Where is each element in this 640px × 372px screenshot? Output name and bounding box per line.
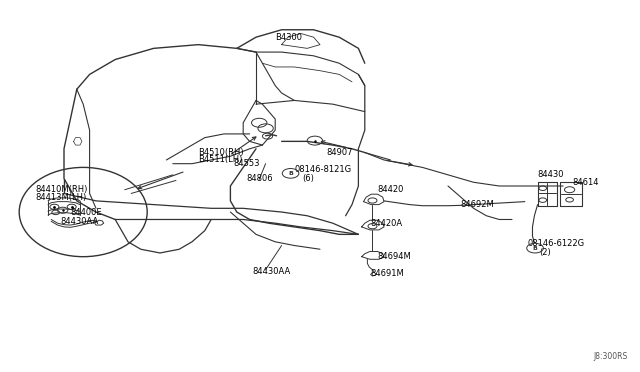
Text: 84614: 84614	[573, 178, 599, 187]
Text: 08146-8121G: 08146-8121G	[294, 165, 351, 174]
Text: B4510(RH): B4510(RH)	[198, 148, 244, 157]
Text: 84420: 84420	[378, 185, 404, 194]
Text: 84410M(RH): 84410M(RH)	[35, 185, 88, 194]
Text: 84400E: 84400E	[70, 208, 102, 217]
Text: (2): (2)	[540, 248, 551, 257]
Text: 84692M: 84692M	[461, 200, 495, 209]
Text: 08146-6122G: 08146-6122G	[528, 239, 585, 248]
Text: B4511(LH): B4511(LH)	[198, 155, 243, 164]
Text: 84430AA: 84430AA	[61, 217, 99, 226]
Text: B4300: B4300	[275, 33, 302, 42]
Text: 84430AA: 84430AA	[253, 267, 291, 276]
Text: 84691M: 84691M	[370, 269, 404, 278]
Text: 84413M(LH): 84413M(LH)	[35, 193, 86, 202]
Text: 84553: 84553	[234, 159, 260, 168]
Text: 84420A: 84420A	[370, 219, 402, 228]
Text: B: B	[532, 246, 538, 251]
Text: 84907: 84907	[326, 148, 353, 157]
Text: B: B	[288, 171, 293, 176]
Text: 84806: 84806	[246, 174, 273, 183]
Text: (6): (6)	[302, 174, 314, 183]
Text: 84430: 84430	[538, 170, 564, 179]
Text: 84694M: 84694M	[378, 252, 412, 261]
Text: J8:300RS: J8:300RS	[593, 352, 627, 361]
